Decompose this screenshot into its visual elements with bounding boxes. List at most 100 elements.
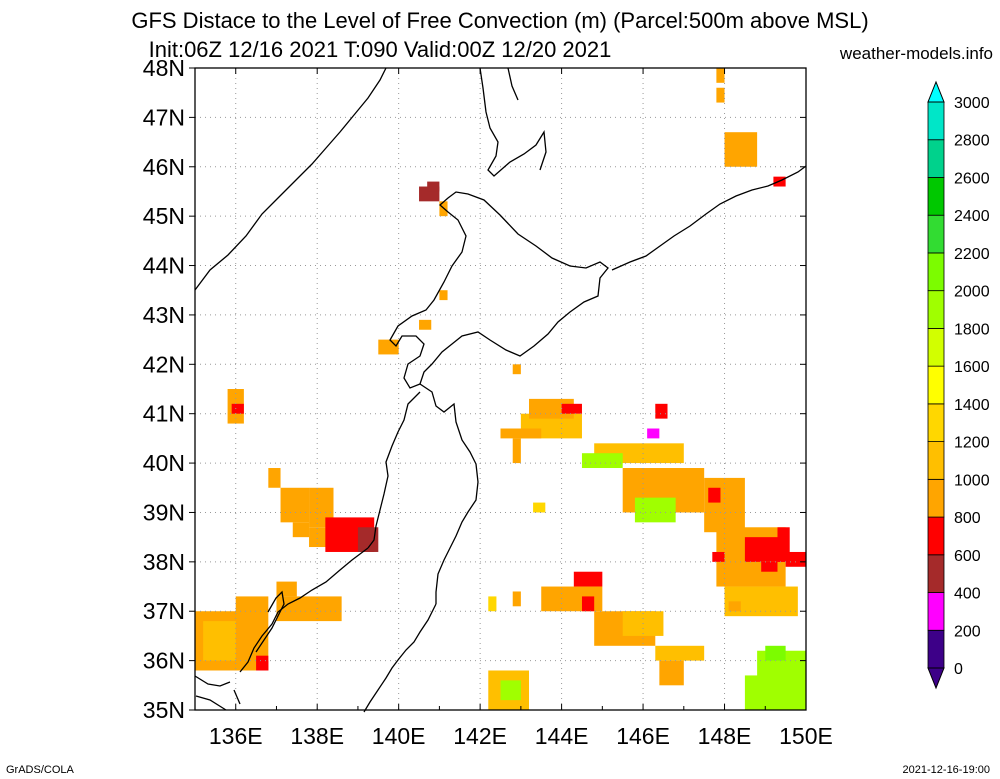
field-cell bbox=[427, 181, 440, 192]
colorbar-label: 3000 bbox=[954, 95, 990, 112]
chart-title: GFS Distace to the Level of Free Convect… bbox=[131, 8, 869, 33]
field-cell bbox=[716, 87, 725, 103]
colorbar-label: 2400 bbox=[954, 208, 990, 225]
field-cell bbox=[716, 68, 725, 83]
field-cell bbox=[744, 675, 806, 710]
colorbar-label: 1800 bbox=[954, 321, 990, 338]
field-cell bbox=[777, 527, 790, 562]
lfc-distance-fill bbox=[195, 68, 806, 710]
footer-software: GrADS/COLA bbox=[6, 764, 74, 776]
lat-label: 44N bbox=[143, 253, 185, 279]
coastline-noto bbox=[255, 590, 285, 653]
field-cell bbox=[276, 596, 342, 622]
colorbar-label: 200 bbox=[954, 623, 981, 640]
colorbar-label: 1400 bbox=[954, 397, 990, 414]
colorbar-segment bbox=[927, 327, 945, 367]
lon-label: 148E bbox=[698, 723, 752, 749]
field-cell bbox=[785, 551, 806, 567]
lat-label: 42N bbox=[143, 351, 185, 377]
coastline-asia-mainland bbox=[194, 67, 387, 291]
field-cell bbox=[573, 571, 603, 587]
field-cell bbox=[533, 502, 546, 513]
colorbar-label: 400 bbox=[954, 586, 981, 603]
colorbar-segment bbox=[927, 516, 945, 556]
lon-label: 136E bbox=[209, 723, 263, 749]
colorbar-segment bbox=[927, 290, 945, 329]
field-cell bbox=[439, 290, 448, 301]
field-cell bbox=[765, 645, 786, 661]
colorbar-segment bbox=[927, 441, 945, 480]
field-cell bbox=[634, 497, 676, 523]
field-cell bbox=[659, 660, 684, 686]
colorbar-label: 800 bbox=[954, 510, 981, 527]
field-cell bbox=[581, 453, 623, 469]
lat-label: 46N bbox=[143, 154, 185, 180]
field-cell bbox=[419, 319, 432, 330]
colorbar-label: 2200 bbox=[954, 246, 990, 263]
field-cell bbox=[256, 655, 269, 671]
lat-label: 48N bbox=[143, 55, 185, 81]
field-cell bbox=[724, 132, 758, 167]
lat-label: 45N bbox=[143, 203, 185, 229]
plot-border bbox=[194, 67, 807, 711]
colorbar-label: 0 bbox=[954, 661, 963, 678]
field-cell bbox=[561, 403, 582, 414]
coastline-honshu-west bbox=[239, 547, 369, 673]
lat-label: 39N bbox=[143, 499, 185, 525]
colorbar-label: 1000 bbox=[954, 472, 990, 489]
field-cell bbox=[655, 645, 705, 661]
lon-label: 142E bbox=[453, 723, 507, 749]
field-cell bbox=[704, 477, 745, 533]
lat-label: 40N bbox=[143, 450, 185, 476]
field-cell bbox=[231, 403, 244, 414]
field-cell bbox=[357, 527, 379, 552]
footer-timestamp: 2021-12-16-19:00 bbox=[902, 764, 990, 776]
field-cell bbox=[512, 591, 521, 607]
field-cell bbox=[500, 680, 521, 701]
field-cell bbox=[655, 403, 668, 419]
field-cell bbox=[728, 601, 741, 612]
colorbar-segment bbox=[927, 629, 945, 669]
lon-label: 144E bbox=[535, 723, 589, 749]
coastline-kanto bbox=[363, 603, 437, 713]
coastline-sakhalin bbox=[479, 67, 547, 177]
colorbar-segment bbox=[927, 101, 945, 141]
colorbar-label: 1600 bbox=[954, 359, 990, 376]
axis-labels: 35N 36N 37N 38N 39N 40N 41N 42N 43N 44N 45N 46N 47N 4… bbox=[143, 55, 833, 749]
chart-subtitle: Init:06Z 12/16 2021 T:090 Valid:00Z 12/2… bbox=[148, 37, 612, 62]
site-label: weather-models.info bbox=[839, 44, 993, 63]
field-cell bbox=[647, 428, 660, 439]
colorbar-label: 2000 bbox=[954, 284, 990, 301]
lon-label: 150E bbox=[779, 723, 833, 749]
colorbar-segment bbox=[927, 478, 945, 518]
field-cell bbox=[292, 522, 310, 538]
lat-label: 38N bbox=[143, 549, 185, 575]
lon-label: 146E bbox=[616, 723, 670, 749]
colorbar-min-arrow bbox=[927, 667, 945, 690]
colorbar-segment bbox=[927, 177, 945, 216]
lon-label: 138E bbox=[290, 723, 344, 749]
colorbar-segment bbox=[927, 214, 945, 254]
field-cell bbox=[581, 596, 595, 612]
colorbar-label: 2800 bbox=[954, 133, 990, 150]
colorbar-max-arrow bbox=[927, 80, 945, 103]
lat-label: 41N bbox=[143, 401, 185, 427]
coastline-hokkaido bbox=[389, 191, 609, 389]
field-cell bbox=[488, 596, 497, 612]
coastline-honshu-north bbox=[367, 383, 479, 604]
field-cell bbox=[512, 364, 521, 375]
colorbar-segment bbox=[927, 365, 945, 405]
lat-label: 35N bbox=[143, 697, 185, 723]
field-cell bbox=[712, 551, 725, 562]
field-cell bbox=[378, 339, 399, 355]
lat-label: 43N bbox=[143, 302, 185, 328]
field-cell bbox=[500, 428, 542, 439]
field-cell bbox=[203, 621, 236, 661]
colorbar-label: 1200 bbox=[954, 435, 990, 452]
lat-label: 36N bbox=[143, 648, 185, 674]
colorbar-segment bbox=[927, 403, 945, 443]
coastlines bbox=[194, 67, 807, 713]
lat-label: 47N bbox=[143, 104, 185, 130]
field-cell bbox=[761, 561, 778, 572]
